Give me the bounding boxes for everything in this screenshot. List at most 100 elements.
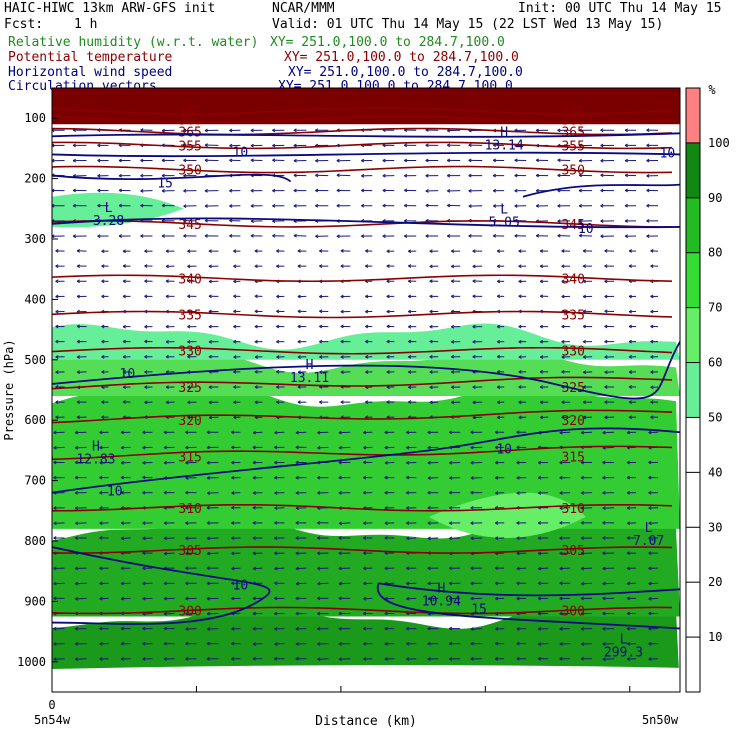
wind-vector-head: [494, 460, 499, 465]
wind-vector-head: [101, 279, 105, 284]
wind-vector-head: [295, 536, 299, 540]
wind-vector-head: [297, 339, 301, 344]
wind-vector-head: [429, 385, 433, 390]
wind-vector-head: [648, 596, 652, 601]
wind-vector-head: [99, 430, 103, 435]
wind-vector-head: [580, 656, 584, 661]
wind-vector-head: [206, 551, 211, 556]
wind-vector-head: [165, 264, 169, 269]
wind-vector-head: [495, 627, 499, 631]
wind-vector-head: [231, 566, 235, 571]
wind-vector-head: [386, 249, 390, 254]
wind-vector-head: [580, 551, 585, 556]
wind-vector-head: [602, 536, 606, 540]
wind-vector-head: [514, 188, 518, 193]
wind-vector-head: [252, 611, 256, 616]
wind-vector-head: [231, 460, 235, 465]
wind-vector-head: [516, 445, 520, 450]
wind-vector-head: [518, 355, 522, 359]
wind-vector-head: [406, 596, 410, 601]
wind-vector-head: [516, 656, 520, 661]
wind-vector-head: [206, 445, 210, 450]
wind-vector-head: [53, 521, 57, 526]
wind-vector-head: [99, 521, 103, 526]
wind-vector-head: [252, 551, 256, 556]
field-range-rh: XY= 251.0,100.0 to 284.7,100.0: [270, 35, 505, 50]
wind-vector-head: [406, 626, 410, 631]
wind-vector-head: [516, 581, 520, 586]
wind-vector-head: [472, 249, 476, 254]
wind-vector-head: [539, 339, 544, 344]
theta-isentrope: [52, 165, 673, 174]
wind-vector-head: [340, 324, 344, 329]
wind-vector-head: [165, 294, 169, 299]
wind-vector-head: [185, 596, 189, 601]
wind-vector-head: [384, 430, 388, 435]
wind-vector-head: [537, 596, 542, 601]
wind-vector: [185, 552, 197, 555]
wind-vector-head: [72, 203, 76, 208]
wind-vector-head: [53, 581, 57, 586]
wind-vector-head: [408, 279, 412, 284]
wind-vector-head: [336, 234, 340, 239]
wind-vector-head: [382, 188, 386, 193]
wind-vector-head: [604, 249, 608, 253]
wind-vector-head: [101, 400, 105, 404]
wind-vector-head: [363, 430, 367, 435]
wind-vector-head: [74, 430, 79, 435]
wind-vector-head: [648, 657, 652, 661]
colorbar-bin: [686, 197, 700, 253]
wind-vector-head: [142, 657, 146, 661]
wind-vector-head: [120, 641, 124, 646]
theta-label: 310: [561, 502, 584, 517]
wind-vector-head: [144, 294, 148, 299]
wind-vector-head: [295, 596, 299, 601]
wind-vector-head: [470, 430, 474, 435]
wind-vector-head: [468, 173, 472, 178]
wind-vector-head: [101, 264, 105, 268]
wind-vector-head: [559, 581, 563, 586]
wind-vector-head: [602, 475, 606, 480]
wind-vector-head: [315, 158, 319, 163]
wind-vector-head: [559, 626, 563, 631]
wind-vector-head: [97, 158, 101, 163]
wind-vector-head: [336, 158, 340, 163]
wind-vector-head: [365, 249, 369, 253]
wind-vector-head: [446, 173, 451, 178]
wind-vector-head: [582, 385, 586, 389]
wind-vector-head: [363, 490, 367, 495]
wind-vector-head: [450, 264, 455, 269]
theta-isentrope: [52, 445, 673, 461]
extremum-type: L: [645, 521, 653, 536]
wind-vector-head: [648, 506, 652, 510]
wind-vector-head: [559, 566, 563, 571]
wind-vector-head: [578, 203, 582, 208]
wind-vector-head: [252, 430, 256, 435]
wind-vector-head: [274, 566, 278, 571]
wind-vector-head: [74, 626, 78, 631]
wind-vector-head: [626, 490, 630, 495]
theta-label: 320: [561, 414, 584, 429]
wind-vector-head: [470, 521, 474, 525]
wind-vector-head: [557, 219, 561, 223]
wind-vector-head: [250, 128, 254, 133]
wind-vector-head: [386, 309, 390, 314]
wind-vector-head: [446, 189, 451, 193]
wind-speed-contour: [52, 427, 680, 494]
wind-vector-head: [293, 188, 297, 193]
wind-speed-contour: [52, 132, 680, 138]
wind-vector-head: [315, 203, 319, 208]
y-tick-label: 600: [24, 413, 46, 427]
colorbar-unit: %: [708, 83, 716, 97]
wind-vector-head: [384, 460, 388, 465]
wind-vector-head: [518, 370, 522, 374]
wind-vector-head: [496, 264, 501, 269]
wind-vector-head: [537, 491, 542, 495]
wind-vector-head: [231, 521, 235, 525]
wind-speed-contour: [522, 183, 680, 198]
wind-vector-head: [516, 641, 520, 646]
wind-speed-contour: [52, 173, 292, 183]
wind-vector-head: [470, 627, 474, 631]
wind-vector-head: [386, 354, 390, 359]
wind-vector-head: [97, 234, 101, 238]
